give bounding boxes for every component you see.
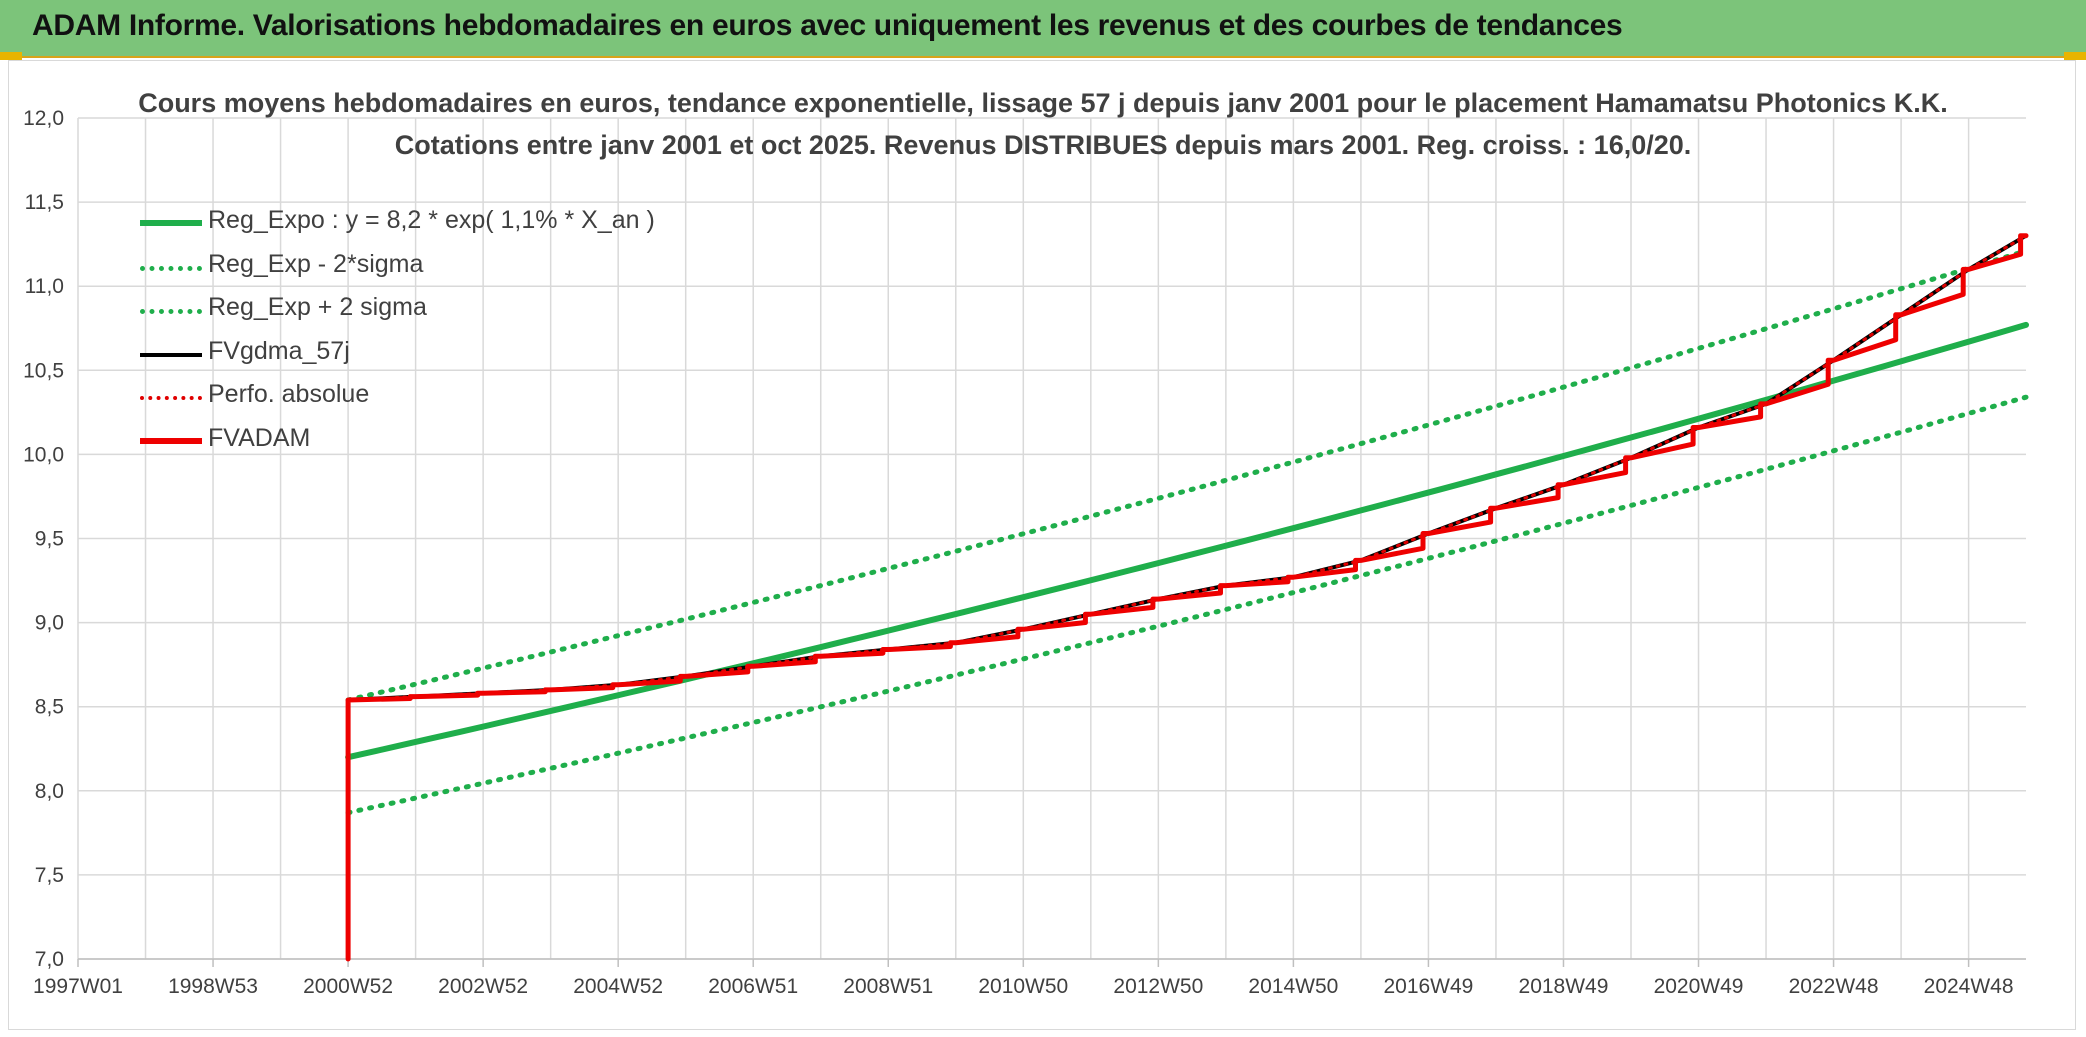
legend-label-reg-exp-plus: Reg_Exp + 2 sigma (208, 293, 427, 321)
x-tick-label: 2012W50 (1113, 975, 1203, 998)
report-title: ADAM Informe. Valorisations hebdomadaire… (32, 9, 1623, 42)
y-tick-label: 10,5 (23, 359, 64, 382)
x-tick-label: 2022W48 (1789, 975, 1879, 998)
y-tick-label: 8,0 (35, 780, 64, 803)
legend-swatch-fvadam (140, 437, 202, 444)
series-reg-exp-minus-line (345, 394, 2029, 816)
x-tick-label: 2008W51 (843, 975, 933, 998)
x-tick-label: 2006W51 (708, 975, 798, 998)
y-tick-label: 7,0 (35, 948, 64, 971)
chart-title-line2: Cotations entre janv 2001 et oct 2025. R… (394, 130, 1692, 160)
y-tick-label: 7,5 (35, 864, 64, 887)
x-tick-label: 2000W52 (303, 975, 393, 998)
x-tick-label: 2004W52 (573, 975, 663, 998)
corner-accent-left (0, 52, 22, 60)
legend-label-fvgdma: FVgdma_57j (208, 336, 350, 365)
y-tick-label: 12,0 (23, 107, 64, 130)
series-fvadam-line (345, 233, 2029, 962)
legend-swatch-fvgdma (140, 352, 202, 357)
report-header: ADAM Informe. Valorisations hebdomadaire… (0, 0, 2086, 58)
corner-accent-right (2064, 52, 2086, 60)
legend-label-fvadam: FVADAM (208, 423, 311, 452)
chart-area (8, 60, 2076, 1030)
y-tick-label: 11,0 (25, 275, 64, 298)
legend-swatch-reg-expo (140, 220, 202, 226)
chart-title-line1: Cours moyens hebdomadaires en euros, ten… (138, 88, 1948, 118)
legend-swatch-reg-exp-plus (140, 309, 202, 314)
y-tick-label: 11,5 (25, 191, 64, 214)
legend-swatch-perfo-absolue (140, 396, 202, 400)
series-reg-expo-line (345, 321, 2029, 761)
x-tick-label: 1998W53 (168, 975, 258, 998)
x-tick-label: 2016W49 (1383, 975, 1473, 998)
series-fvgdma-line (346, 233, 2028, 702)
series-reg-exp-plus-line (345, 248, 2029, 703)
x-tick-label: 2010W50 (978, 975, 1068, 998)
x-tick-label: 2002W52 (438, 975, 528, 998)
legend-label-perfo-absolue: Perfo. absolue (208, 380, 370, 408)
x-tick-label: 2020W49 (1654, 975, 1744, 998)
legend-swatch-reg-exp-minus (140, 265, 202, 271)
y-tick-label: 8,5 (35, 696, 64, 719)
x-tick-label: 2018W49 (1519, 975, 1609, 998)
x-tick-label: 2024W48 (1924, 975, 2014, 998)
y-tick-label: 9,5 (35, 528, 64, 551)
series-perfo-absolue-line (346, 234, 2028, 702)
y-tick-label: 10,0 (23, 443, 64, 466)
x-tick-label: 1997W01 (33, 975, 123, 998)
legend-label-reg-exp-minus: Reg_Exp - 2*sigma (208, 249, 424, 278)
x-tick-label: 2014W50 (1248, 975, 1338, 998)
y-tick-label: 9,0 (35, 612, 64, 635)
legend-label-reg-expo: Reg_Expo : y = 8,2 * exp( 1,1% * X_an ) (208, 206, 655, 234)
